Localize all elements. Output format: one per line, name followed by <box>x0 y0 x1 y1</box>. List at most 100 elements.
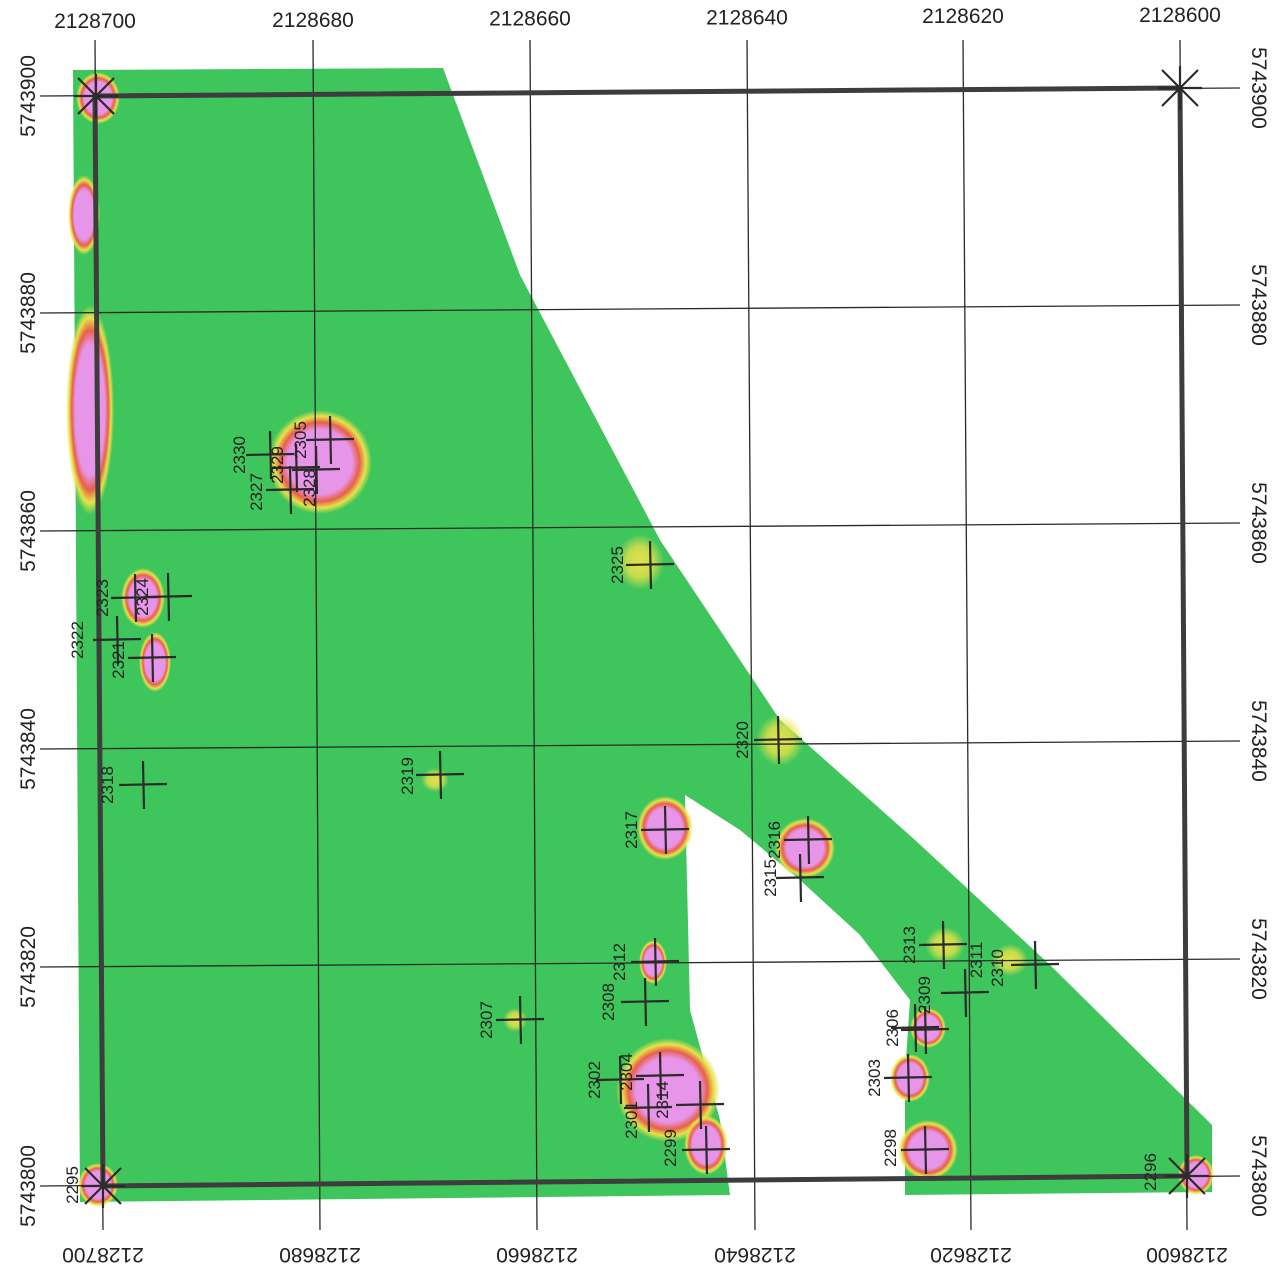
survey-point-2302: 2302 <box>585 1055 645 1105</box>
survey-point-2314: 2314 <box>653 1080 725 1130</box>
survey-point-2329: 2329 <box>268 443 321 493</box>
top-tick-label: 2128620 <box>922 5 1004 28</box>
grid-line-vertical-3 <box>746 39 756 1231</box>
survey-point-label: 2305 <box>291 421 310 459</box>
point-cross-v <box>141 760 146 810</box>
survey-point-label: 2302 <box>585 1061 604 1099</box>
survey-point-2306: 2306 <box>883 1003 940 1053</box>
bottom-tick-label: 2128660 <box>496 1243 578 1266</box>
survey-point-2324: 2324 <box>133 572 193 622</box>
right-tick-label: 5743860 <box>1247 482 1270 564</box>
survey-point-2319: 2319 <box>398 750 465 800</box>
survey-point-label: 2303 <box>865 1059 884 1097</box>
corner-ne-marker <box>1158 66 1202 110</box>
right-tick-label: 5743880 <box>1247 264 1270 346</box>
survey-point-label: 2322 <box>68 621 87 659</box>
point-cross-v <box>913 1003 918 1053</box>
top-tick-label: 2128680 <box>272 9 354 32</box>
survey-point-label: 2309 <box>915 976 934 1014</box>
survey-point-label: 2304 <box>617 1053 636 1091</box>
right-tick-label: 5743800 <box>1247 1135 1270 1217</box>
point-cross-v <box>115 615 120 665</box>
survey-point-2305: 2305 <box>291 415 355 465</box>
left-axis: 5743900 5743880 5743860 5743840 5743820 57438… <box>17 55 40 1227</box>
survey-point-label: 2301 <box>622 1101 641 1139</box>
left-tick-label: 5743880 <box>17 272 40 354</box>
survey-point-label: 2327 <box>247 473 266 511</box>
survey-point-label: 2324 <box>133 578 152 616</box>
survey-point-label: 2319 <box>398 757 417 795</box>
survey-point-2328: 2328 <box>291 445 341 507</box>
survey-point-label: 2323 <box>93 579 112 617</box>
survey-point-label: 2330 <box>230 436 249 474</box>
survey-point-label: 2312 <box>610 943 629 981</box>
corner-nw-marker <box>74 74 118 118</box>
corner-sw-marker <box>81 1164 125 1208</box>
survey-point-label: 2318 <box>98 766 117 804</box>
point-cross-v <box>518 995 523 1045</box>
point-cross-v <box>963 968 968 1018</box>
survey-point-label: 2308 <box>599 983 618 1021</box>
survey-point-2313: 2313 <box>900 920 968 970</box>
point-cross-v <box>941 920 946 970</box>
left-tick-label: 5743840 <box>17 708 40 790</box>
grid-line-horizontal-2 <box>39 522 1241 532</box>
survey-point-2316: 2316 <box>765 815 833 865</box>
point-cross-v <box>618 1055 623 1105</box>
top-tick-label: 2128700 <box>54 10 136 33</box>
survey-point-2308: 2308 <box>599 977 670 1027</box>
point-cross-v <box>150 633 155 683</box>
left-tick-label: 5743800 <box>17 1145 40 1227</box>
survey-point-2321: 2321 <box>109 633 177 683</box>
survey-point-label: 2317 <box>622 811 641 849</box>
corner-se-marker <box>1165 1154 1209 1198</box>
point-cross-v <box>643 977 648 1027</box>
survey-point-2309: 2309 <box>900 976 950 1055</box>
corner-sw-label: 2295 <box>63 1166 82 1204</box>
coordinate-grid <box>39 39 1241 1231</box>
point-cross-v <box>646 1083 651 1133</box>
survey-point-label: 2311 <box>967 942 986 979</box>
grid-line-horizontal-3 <box>39 740 1241 750</box>
survey-point-label: 2316 <box>765 821 784 859</box>
point-cross-v <box>906 1053 911 1103</box>
survey-point-2307: 2307 <box>477 995 545 1045</box>
point-cross-v <box>653 937 658 987</box>
point-cross-v <box>923 1005 928 1055</box>
survey-field <box>73 68 1212 1202</box>
top-tick-label: 2128660 <box>489 8 571 31</box>
corner-se-label: 2296 <box>1141 1153 1160 1191</box>
point-cross-v <box>923 1125 928 1175</box>
bottom-tick-label: 2128600 <box>1146 1243 1228 1266</box>
right-axis: 5743900 5743880 5743860 5743840 5743820 57438… <box>1247 47 1270 1217</box>
top-axis: 2128700 2128680 2128660 2128640 2128620 21286… <box>54 4 1221 33</box>
bottom-tick-label: 2128680 <box>279 1243 361 1266</box>
point-cross-v <box>798 853 803 903</box>
survey-point-label: 2315 <box>761 859 780 897</box>
grid-line-horizontal-4 <box>39 958 1241 968</box>
survey-point-2322: 2322 <box>68 615 142 665</box>
survey-point-label: 2313 <box>900 926 919 964</box>
survey-point-2303: 2303 <box>865 1053 933 1103</box>
point-cross-v <box>776 715 781 765</box>
survey-point-2320: 2320 <box>733 715 803 765</box>
point-cross-v <box>648 540 653 590</box>
survey-point-2315: 2315 <box>761 853 825 903</box>
survey-point-label: 2328 <box>300 469 319 507</box>
grid-line-vertical-2 <box>529 39 538 1231</box>
bottom-tick-label: 2128640 <box>714 1243 796 1266</box>
point-cross-v <box>704 1125 709 1175</box>
point-cross-v <box>806 815 811 865</box>
point-cross-v <box>294 443 299 493</box>
grid-line-vertical-4 <box>962 39 972 1231</box>
survey-point-label: 2329 <box>268 446 287 484</box>
bottom-axis: 2128700 2128680 2128660 2128640 2128620 21286… <box>62 1243 1228 1266</box>
point-cross-v <box>1033 940 1038 990</box>
survey-point-2311: 2311 <box>940 942 990 1018</box>
point-cross-v <box>663 805 668 855</box>
survey-point-2301: 2301 <box>622 1083 673 1139</box>
top-tick-label: 2128640 <box>706 6 788 29</box>
left-tick-label: 5743860 <box>17 490 40 572</box>
